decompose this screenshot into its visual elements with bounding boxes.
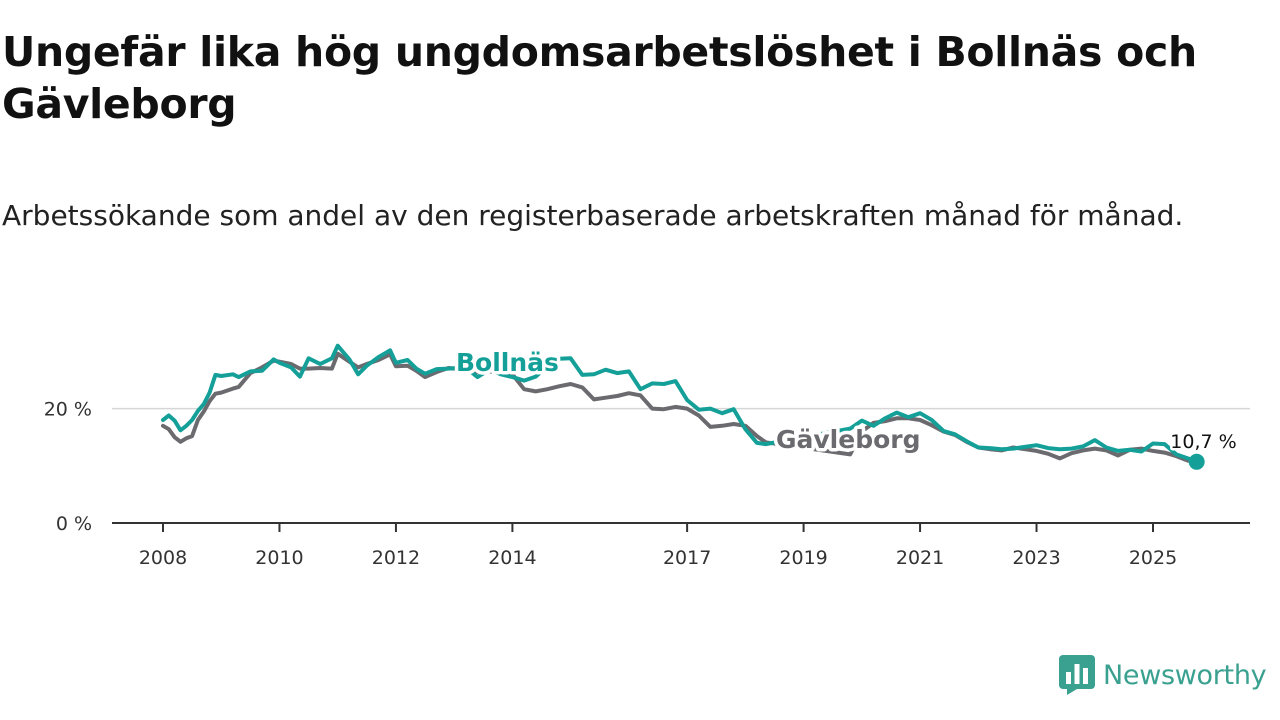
x-tick-label: 2012 (372, 547, 420, 569)
series-lines (161, 343, 1205, 470)
axes: 0 % 20 % 2008 2010 2012 2014 2017 2019 2021 2023 2… (44, 399, 1250, 569)
chart-subtitle: Arbetssökande som andel av den registerb… (2, 199, 1184, 232)
end-point-marker (1188, 453, 1205, 470)
series-label-bollnas: Bollnäs (456, 348, 559, 377)
x-tick-label: 2023 (1012, 547, 1060, 569)
y-tick-label: 0 % (56, 513, 92, 535)
x-tick-label: 2019 (779, 547, 827, 569)
newsworthy-logo: Newsworthy (1059, 655, 1267, 695)
series-line-bollnas (161, 343, 1199, 464)
x-tick-label: 2010 (255, 547, 303, 569)
x-tick-label: 2008 (139, 547, 187, 569)
series-labels: Bollnäs Gävleborg 10,7 % (453, 345, 1240, 458)
x-tick-label: 2021 (896, 547, 944, 569)
y-tick-label: 20 % (44, 399, 92, 421)
bar-chart-logo-icon (1059, 655, 1095, 695)
x-tick-label: 2025 (1129, 547, 1177, 569)
chart-title: Ungefär lika hög ungdomsarbetslöshet i B… (2, 28, 1197, 128)
brand-name: Newsworthy (1103, 659, 1267, 691)
end-value-label: 10,7 % (1170, 431, 1236, 453)
series-label-gavleborg: Gävleborg (776, 425, 921, 454)
x-tick-label: 2014 (488, 547, 536, 569)
x-tick-label: 2017 (663, 547, 711, 569)
